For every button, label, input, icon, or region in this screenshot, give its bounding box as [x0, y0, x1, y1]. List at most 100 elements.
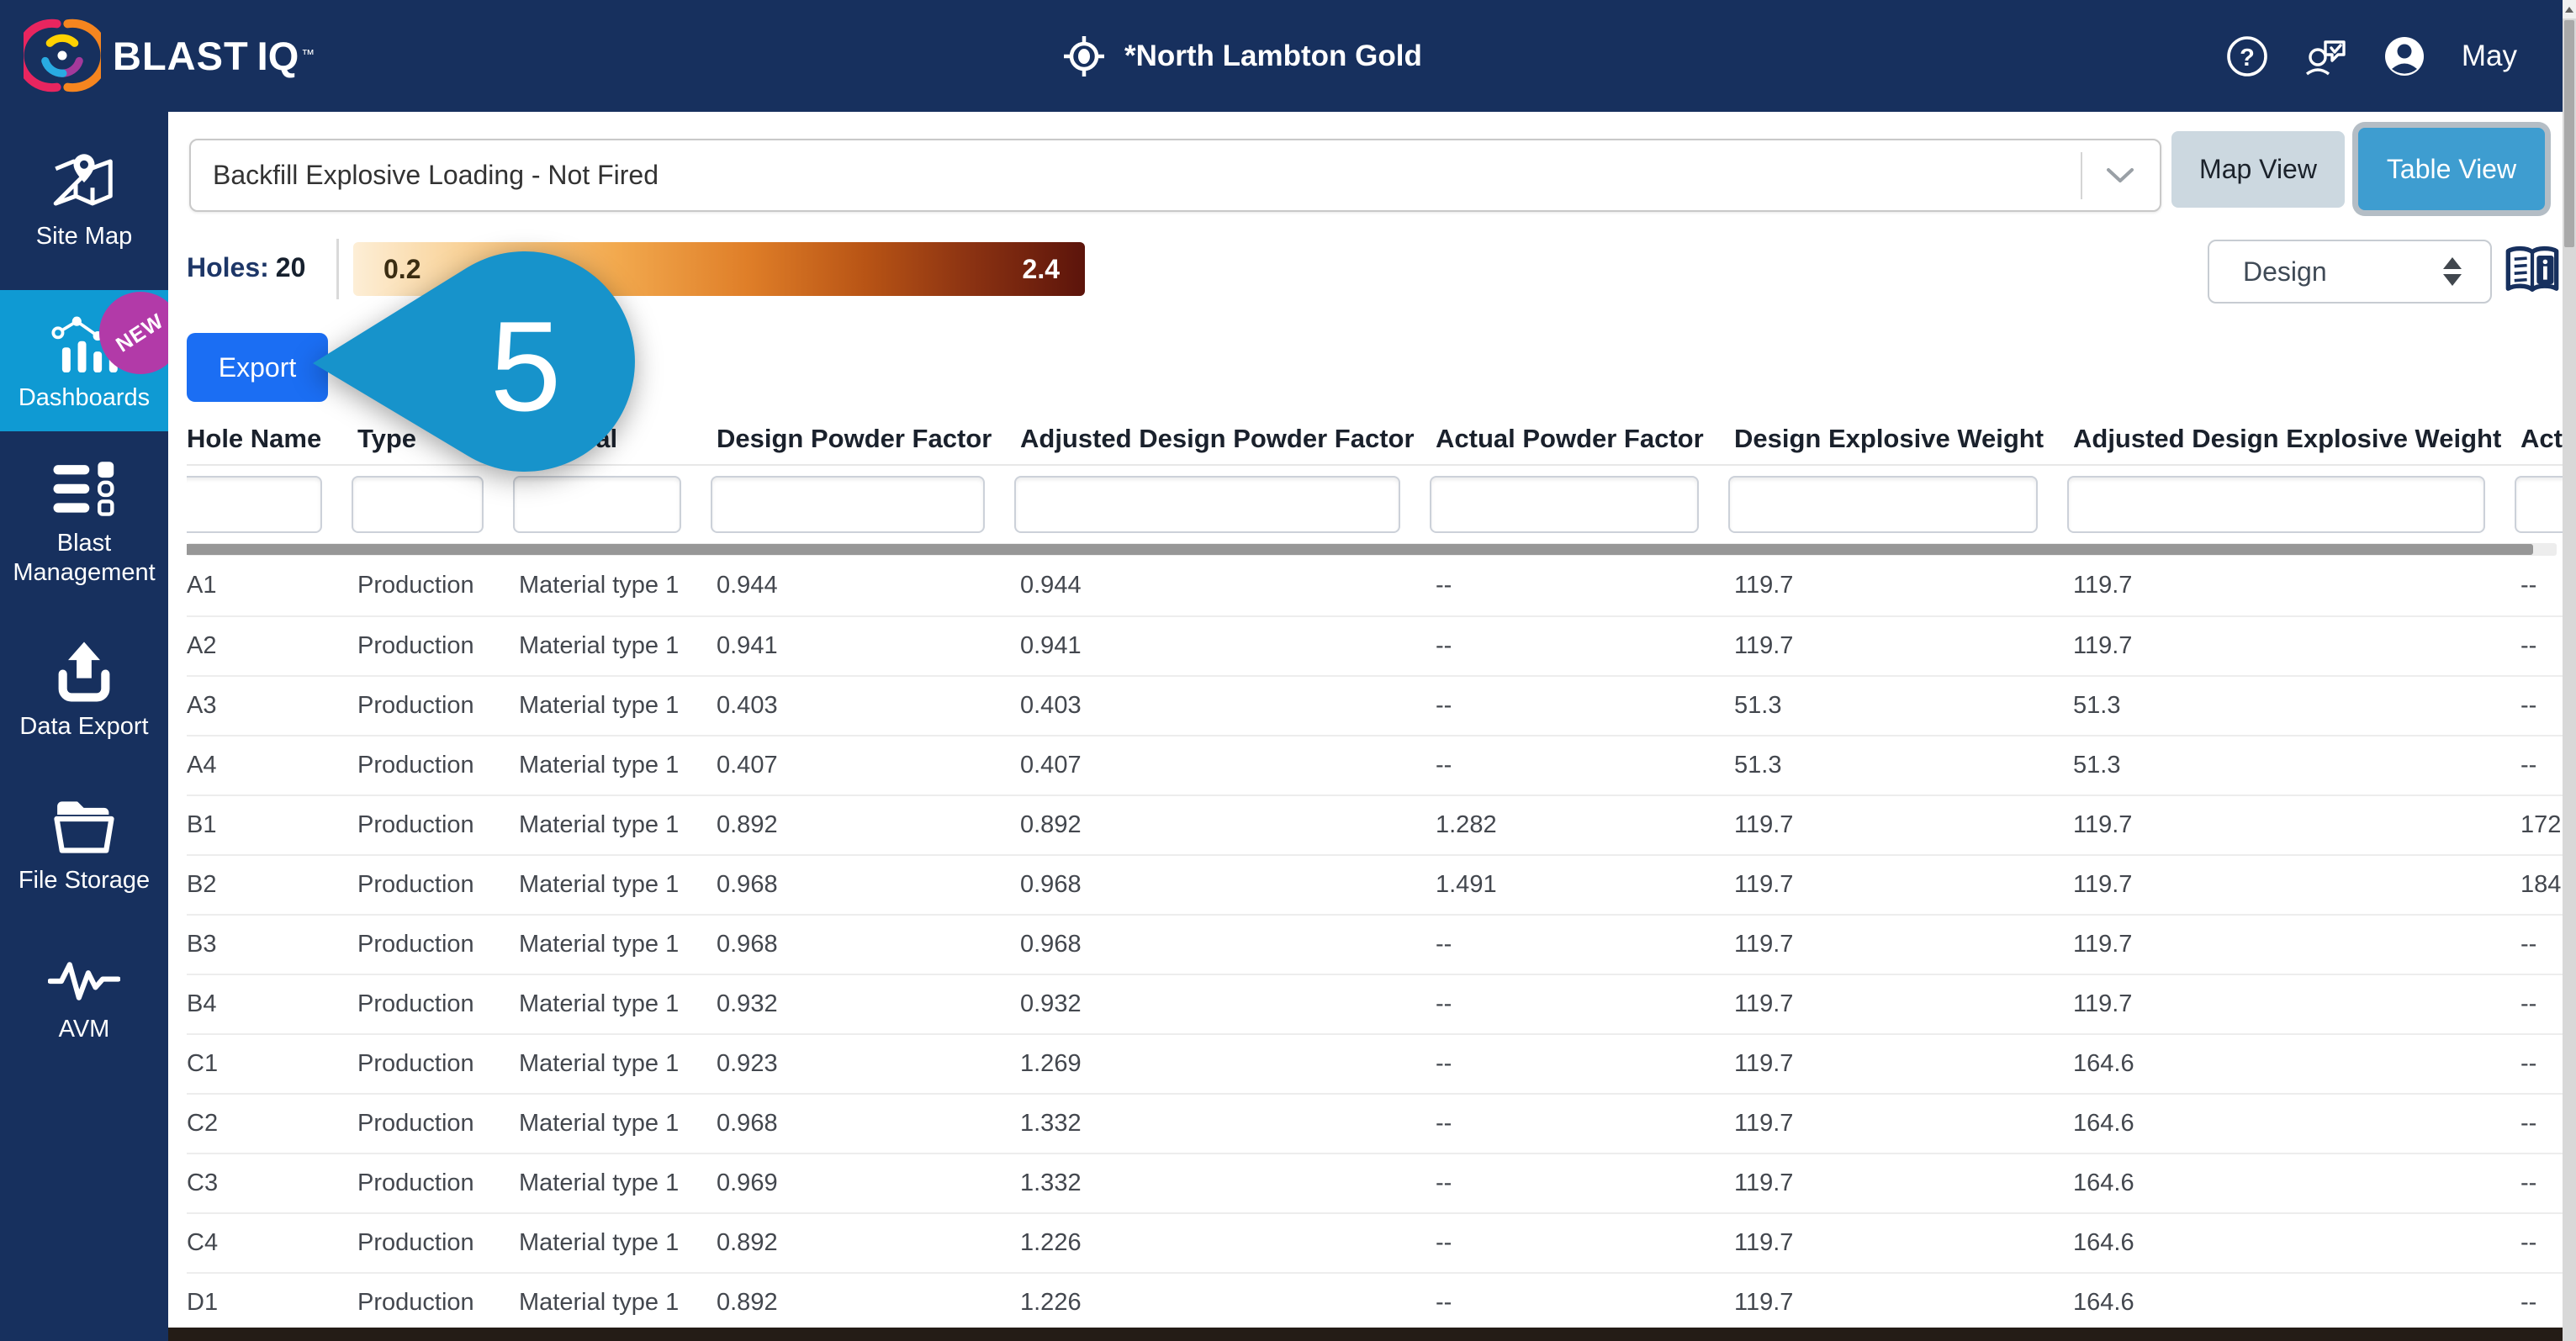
table-cell: C2: [187, 1110, 219, 1137]
table-cell: Material type 1: [519, 1169, 680, 1196]
vertical-scrollbar-thumb[interactable]: [2564, 20, 2574, 247]
report-selector[interactable]: Backfill Explosive Loading - Not Fired: [189, 139, 2161, 212]
export-button[interactable]: Export: [187, 333, 328, 402]
table-cell: --: [1436, 931, 1452, 958]
map-view-button[interactable]: Map View: [2171, 130, 2345, 208]
scroll-up-button[interactable]: [2563, 0, 2576, 18]
column-header-type: Type: [357, 424, 417, 453]
table-cell: --: [1436, 1289, 1452, 1316]
table-row-a2[interactable]: A2 Production Material type 1 0.941 0.941 -- 1…: [187, 615, 2563, 675]
table-cell: 0.968: [717, 871, 778, 898]
table-cell: 0.403: [1020, 692, 1082, 719]
user-avatar-icon[interactable]: [2383, 34, 2426, 78]
table-row-c2[interactable]: C2 Production Material type 1 0.968 1.332 -- 1…: [187, 1093, 2563, 1153]
table-cell: 1.282: [1436, 811, 1497, 838]
table-cell: 119.7: [1734, 1229, 1794, 1256]
table-cell: --: [2520, 990, 2537, 1017]
sidebar-item-label: File Storage: [18, 866, 151, 894]
table-row-b2[interactable]: B2 Production Material type 1 0.968 0.968 1.4…: [187, 854, 2563, 914]
table-cell: Material type 1: [519, 632, 680, 659]
sidebar-item-label: AVM: [58, 1015, 110, 1043]
table-cell: --: [2520, 1229, 2537, 1256]
table-cell: 119.7: [1734, 871, 1794, 898]
horizontal-scrollbar-thumb[interactable]: [187, 544, 2533, 555]
table-cell: 51.3: [2073, 692, 2121, 719]
table-row-a3[interactable]: A3 Production Material type 1 0.403 0.403 -- 5…: [187, 675, 2563, 735]
site-selector[interactable]: *North Lambton Gold: [1062, 0, 1422, 112]
user-name[interactable]: May: [2461, 39, 2517, 72]
filter-input-adjusted-design-explosive-weight[interactable]: [2067, 476, 2485, 533]
glossary-book-icon[interactable]: [2504, 245, 2561, 297]
feedback-icon[interactable]: [2304, 35, 2347, 77]
table-cell: 51.3: [1734, 752, 1782, 779]
column-header-adjusted-design-explosive-weight: Adjusted Design Explosive Weight: [2073, 424, 2502, 453]
table-row-c4[interactable]: C4 Production Material type 1 0.892 1.226 -- 1…: [187, 1212, 2563, 1272]
sidebar-item-data-export[interactable]: Data Export: [0, 615, 168, 766]
table-cell: D1: [187, 1289, 219, 1316]
table-cell: Production: [357, 1289, 474, 1316]
table-cell: Material type 1: [519, 692, 680, 719]
table-cell: A3: [187, 692, 217, 719]
filter-input-material[interactable]: [513, 476, 681, 533]
holes-count-value: 20: [275, 252, 306, 282]
table-cell: --: [1436, 692, 1452, 719]
column-header-act: Act: [2520, 424, 2563, 453]
data-mode-selector[interactable]: Design: [2208, 240, 2492, 304]
table-cell: C3: [187, 1169, 219, 1196]
table-cell: 1.226: [1020, 1229, 1082, 1256]
filter-cell: [352, 476, 519, 533]
filter-cell: [2067, 476, 2520, 533]
filter-input-hole-name[interactable]: [187, 476, 322, 533]
table-row-b3[interactable]: B3 Production Material type 1 0.968 0.968 -- 1…: [187, 914, 2563, 974]
filter-input-act[interactable]: [2515, 476, 2563, 533]
table-cell: 119.7: [1734, 1169, 1794, 1196]
sidebar-item-blast-management[interactable]: Blast Management: [0, 431, 168, 615]
table-cell: 119.7: [1734, 1050, 1794, 1077]
filter-cell: [2515, 476, 2563, 533]
filter-input-design-explosive-weight[interactable]: [1728, 476, 2038, 533]
table-cell: 0.892: [717, 1289, 778, 1316]
table-cell: 1.332: [1020, 1110, 1082, 1137]
table-cell: 0.944: [717, 572, 778, 599]
table-cell: Production: [357, 692, 474, 719]
filter-input-type[interactable]: [352, 476, 484, 533]
chevron-down-icon[interactable]: [2106, 167, 2134, 184]
trademark: ™: [301, 48, 315, 62]
table-row-a1[interactable]: A1 Production Material type 1 0.944 0.944 -- 1…: [187, 556, 2563, 615]
table-cell: Production: [357, 931, 474, 958]
table-cell: --: [2520, 572, 2537, 599]
main-content: Backfill Explosive Loading - Not Fired M…: [168, 112, 2576, 1341]
table-cell: 172: [2520, 811, 2562, 838]
sidebar-item-site-map[interactable]: Site Map: [0, 112, 168, 290]
table-row-b4[interactable]: B4 Production Material type 1 0.932 0.932 -- 1…: [187, 974, 2563, 1033]
filter-cell: [1430, 476, 1734, 533]
sidebar-item-avm[interactable]: AVM: [0, 926, 168, 1074]
table-cell: 184: [2520, 871, 2562, 898]
table-cell: Material type 1: [519, 1110, 680, 1137]
table-cell: 164.6: [2073, 1050, 2134, 1077]
table-cell: B2: [187, 871, 217, 898]
horizontal-scrollbar[interactable]: [187, 543, 2557, 556]
table-row-a4[interactable]: A4 Production Material type 1 0.407 0.407 -- 5…: [187, 735, 2563, 795]
table-row-d1[interactable]: D1 Production Material type 1 0.892 1.226 -- 1…: [187, 1272, 2563, 1332]
table-row-b1[interactable]: B1 Production Material type 1 0.892 0.892 1.2…: [187, 795, 2563, 854]
help-icon[interactable]: ?: [2226, 35, 2268, 77]
column-header-design-powder-factor: Design Powder Factor: [717, 424, 992, 453]
table-row-c3[interactable]: C3 Production Material type 1 0.969 1.332 -- 1…: [187, 1153, 2563, 1212]
table-row-c1[interactable]: C1 Production Material type 1 0.923 1.269 -- 1…: [187, 1033, 2563, 1093]
report-selector-value: Backfill Explosive Loading - Not Fired: [213, 160, 659, 190]
table-cell: 1.491: [1436, 871, 1497, 898]
table-cell: Material type 1: [519, 811, 680, 838]
table-cell: Production: [357, 1169, 474, 1196]
sidebar-item-dashboards[interactable]: NEW Dashboards: [0, 290, 168, 431]
brand-name: BLAST: [113, 33, 249, 78]
filter-input-actual-powder-factor[interactable]: [1430, 476, 1699, 533]
table-cell: 1.332: [1020, 1169, 1082, 1196]
table-cell: C4: [187, 1229, 219, 1256]
table-view-button[interactable]: Table View: [2358, 128, 2545, 210]
holes-table: Hole Name Type Material Design Powder Facto…: [187, 414, 2563, 1332]
vertical-scrollbar[interactable]: [2563, 0, 2576, 1341]
sidebar-item-file-storage[interactable]: File Storage: [0, 766, 168, 926]
filter-input-adjusted-design-powder-factor[interactable]: [1014, 476, 1400, 533]
filter-input-design-powder-factor[interactable]: [711, 476, 985, 533]
